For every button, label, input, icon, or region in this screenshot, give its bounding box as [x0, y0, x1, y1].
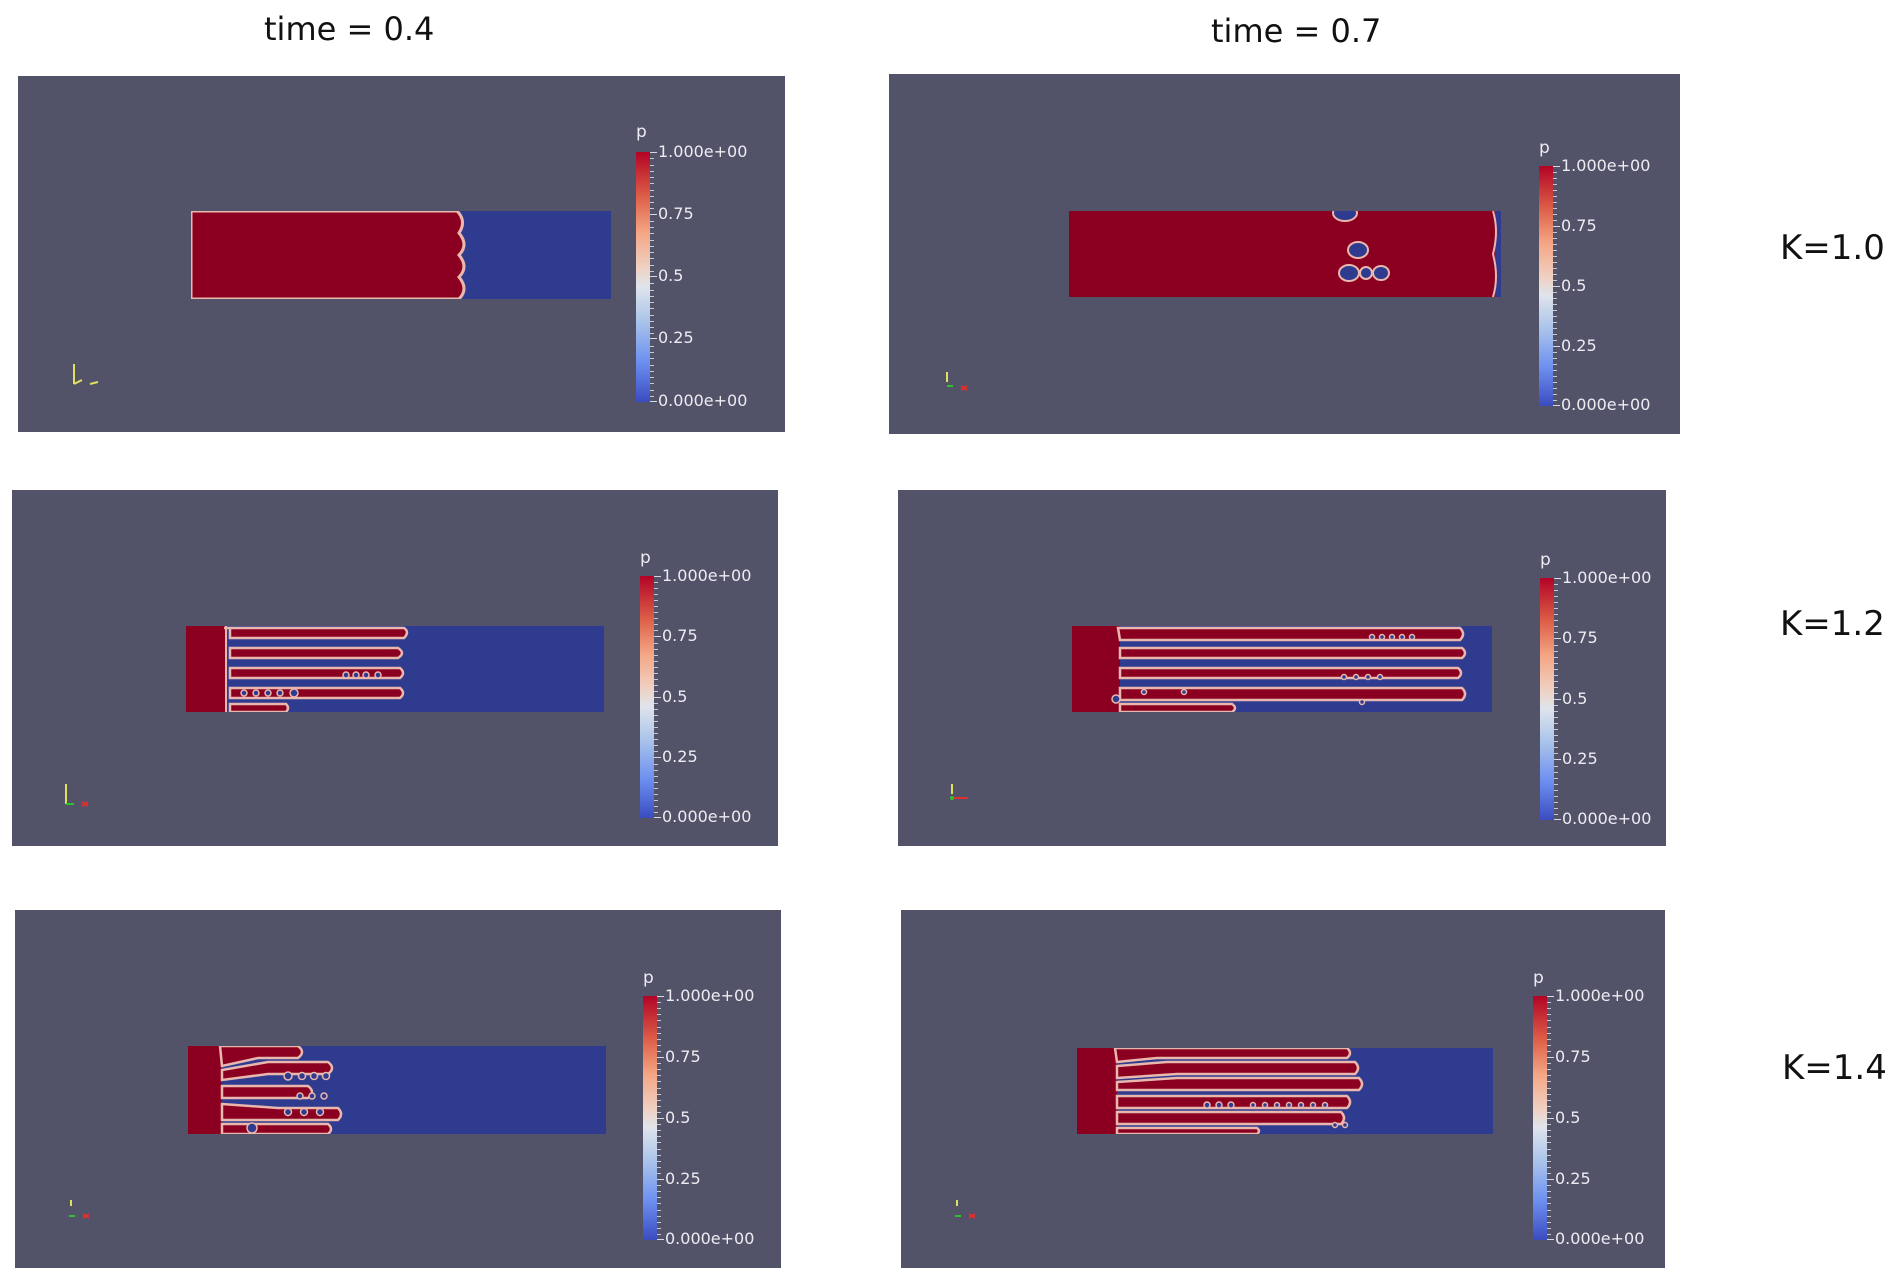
- orientation-axes-icon: [68, 360, 108, 390]
- colorbar-tick-max: 1.000e+00: [1561, 156, 1651, 175]
- orientation-axes-icon: [944, 776, 984, 806]
- orientation-axes-icon: [939, 364, 979, 394]
- colorbar-tick-0-25: 0.25: [665, 1169, 701, 1188]
- colorbar-tick-min: 0.000e+00: [1555, 1229, 1645, 1248]
- colorbar-tick-0-75: 0.75: [665, 1047, 701, 1066]
- colorbar-title: p: [636, 122, 647, 142]
- colorbar-tick-max: 1.000e+00: [665, 986, 755, 1005]
- render-view-k1-0-t0-4: p 1.000e+00 0.75 0.5 0.25 0.000e+00: [18, 76, 785, 432]
- render-view-k1-2-t0-4: p 1.000e+00 0.75 0.5 0.25 0.000e+00: [12, 490, 778, 846]
- render-view-k1-4-t0-4: p 1.000e+00 0.75 0.5 0.25 0.000e+00: [15, 910, 781, 1268]
- phase-field-domain: [1072, 626, 1492, 712]
- colorbar-tick-0-75: 0.75: [658, 204, 694, 223]
- colorbar-tick-0-25: 0.25: [658, 328, 694, 347]
- colorbar: [1533, 996, 1547, 1240]
- colorbar-title: p: [643, 968, 654, 988]
- colorbar: [643, 996, 657, 1240]
- colorbar-tick-max: 1.000e+00: [1555, 986, 1645, 1005]
- colorbar-tick-0-25: 0.25: [662, 747, 698, 766]
- colorbar-title: p: [1533, 968, 1544, 988]
- colorbar-tick-min: 0.000e+00: [665, 1229, 755, 1248]
- row-label-k-1-4: K=1.4: [1782, 1048, 1887, 1088]
- orientation-axes-icon: [60, 780, 100, 810]
- colorbar: [1539, 166, 1553, 406]
- colorbar-tick-0-5: 0.5: [665, 1108, 691, 1127]
- colorbar-title: p: [640, 548, 651, 568]
- colorbar-tick-0-5: 0.5: [1555, 1108, 1581, 1127]
- colorbar-tick-0-5: 0.5: [1561, 276, 1587, 295]
- orientation-axes-icon: [63, 1196, 103, 1226]
- render-view-k1-2-t0-7: p 1.000e+00 0.75 0.5 0.25 0.000e+00: [898, 490, 1666, 846]
- render-view-k1-0-t0-7: p 1.000e+00 0.75 0.5 0.25 0.000e+00: [889, 74, 1680, 434]
- colorbar-tick-0-5: 0.5: [662, 687, 688, 706]
- colorbar-tick-0-25: 0.25: [1562, 749, 1598, 768]
- row-label-k-1-0: K=1.0: [1780, 228, 1885, 268]
- colorbar-tick-0-25: 0.25: [1561, 336, 1597, 355]
- colorbar-tick-0-75: 0.75: [1561, 216, 1597, 235]
- colorbar: [636, 152, 650, 402]
- colorbar-tick-0-5: 0.5: [1562, 689, 1588, 708]
- phase-field-domain: [1077, 1048, 1493, 1134]
- colorbar: [1540, 578, 1554, 820]
- colorbar-tick-max: 1.000e+00: [658, 142, 748, 161]
- colorbar-tick-min: 0.000e+00: [1562, 809, 1652, 828]
- colorbar-tick-max: 1.000e+00: [1562, 568, 1652, 587]
- colorbar-tick-0-75: 0.75: [1562, 628, 1598, 647]
- column-title-time-0-4: time = 0.4: [264, 10, 435, 48]
- phase-field-domain: [1069, 211, 1501, 297]
- colorbar-title: p: [1539, 138, 1550, 158]
- phase-field-domain: [191, 211, 611, 299]
- colorbar-tick-0-5: 0.5: [658, 266, 684, 285]
- colorbar: [640, 576, 654, 818]
- render-view-k1-4-t0-7: p 1.000e+00 0.75 0.5 0.25 0.000e+00: [901, 910, 1665, 1268]
- colorbar-tick-max: 1.000e+00: [662, 566, 752, 585]
- colorbar-tick-0-75: 0.75: [662, 626, 698, 645]
- orientation-axes-icon: [949, 1196, 989, 1226]
- row-label-k-1-2: K=1.2: [1780, 604, 1885, 644]
- colorbar-tick-min: 0.000e+00: [658, 391, 748, 410]
- phase-field-domain: [186, 626, 604, 712]
- colorbar-title: p: [1540, 550, 1551, 570]
- colorbar-tick-min: 0.000e+00: [1561, 395, 1651, 414]
- colorbar-tick-0-25: 0.25: [1555, 1169, 1591, 1188]
- column-title-time-0-7: time = 0.7: [1211, 12, 1382, 50]
- colorbar-tick-0-75: 0.75: [1555, 1047, 1591, 1066]
- phase-field-domain: [188, 1046, 606, 1134]
- colorbar-tick-min: 0.000e+00: [662, 807, 752, 826]
